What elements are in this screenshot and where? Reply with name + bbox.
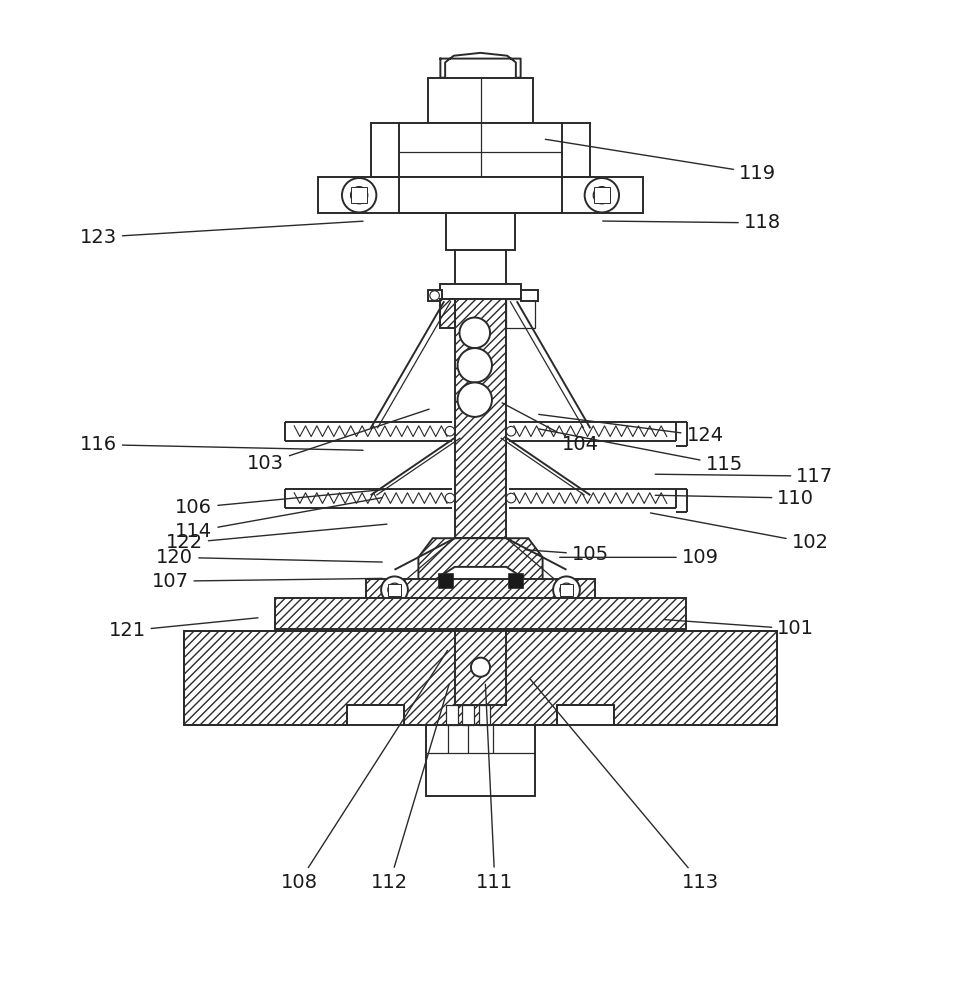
Text: 107: 107 (152, 572, 382, 591)
Bar (352, 187, 367, 203)
Circle shape (584, 178, 619, 212)
Circle shape (560, 583, 573, 596)
Text: 102: 102 (651, 513, 828, 552)
Bar (560, 584, 573, 596)
Circle shape (457, 348, 492, 382)
Bar (440, 299, 455, 328)
Circle shape (593, 187, 610, 204)
Text: 115: 115 (539, 429, 743, 474)
Bar (479, 705, 490, 725)
Text: 110: 110 (655, 489, 814, 508)
Text: 118: 118 (603, 213, 781, 232)
Circle shape (506, 426, 516, 436)
Circle shape (382, 576, 407, 603)
Text: 104: 104 (502, 403, 600, 454)
Bar (318, 177, 643, 213)
Text: 117: 117 (655, 467, 833, 486)
Bar (426, 725, 535, 796)
Bar (428, 78, 533, 123)
Text: 123: 123 (80, 221, 363, 247)
Circle shape (471, 658, 490, 677)
Circle shape (388, 583, 401, 596)
Bar (388, 584, 401, 596)
Text: 103: 103 (247, 409, 430, 473)
Circle shape (445, 426, 455, 436)
Bar (508, 573, 524, 588)
Text: 113: 113 (530, 679, 719, 892)
Bar (455, 299, 506, 538)
Circle shape (506, 493, 516, 503)
Bar (275, 598, 686, 629)
Text: 114: 114 (175, 498, 382, 541)
Text: 121: 121 (109, 618, 258, 640)
Bar (455, 629, 506, 705)
Circle shape (459, 318, 490, 348)
Bar (440, 284, 521, 299)
Bar (399, 123, 562, 177)
Text: 120: 120 (157, 548, 382, 567)
Bar (462, 705, 474, 725)
Bar (594, 187, 609, 203)
Bar (437, 573, 453, 588)
Circle shape (351, 187, 368, 204)
Text: 101: 101 (665, 619, 814, 638)
Bar (506, 299, 535, 328)
Bar (428, 290, 442, 301)
Text: 105: 105 (527, 545, 609, 564)
Bar (446, 213, 515, 250)
Polygon shape (418, 538, 543, 581)
Bar (521, 290, 538, 301)
Bar (506, 299, 521, 328)
Text: 111: 111 (477, 684, 513, 892)
Bar (455, 250, 506, 290)
Circle shape (430, 291, 439, 300)
Text: 116: 116 (80, 435, 363, 454)
Circle shape (457, 382, 492, 417)
Circle shape (342, 178, 377, 212)
Text: 112: 112 (371, 684, 449, 892)
Polygon shape (185, 631, 776, 725)
Text: 108: 108 (281, 650, 448, 892)
Circle shape (445, 493, 455, 503)
Bar (366, 579, 595, 600)
Text: 122: 122 (165, 524, 387, 552)
Circle shape (554, 576, 579, 603)
Text: 109: 109 (559, 548, 719, 567)
Bar (446, 705, 457, 725)
Text: 119: 119 (545, 139, 776, 183)
Text: 106: 106 (175, 489, 392, 517)
Text: 124: 124 (539, 414, 724, 445)
